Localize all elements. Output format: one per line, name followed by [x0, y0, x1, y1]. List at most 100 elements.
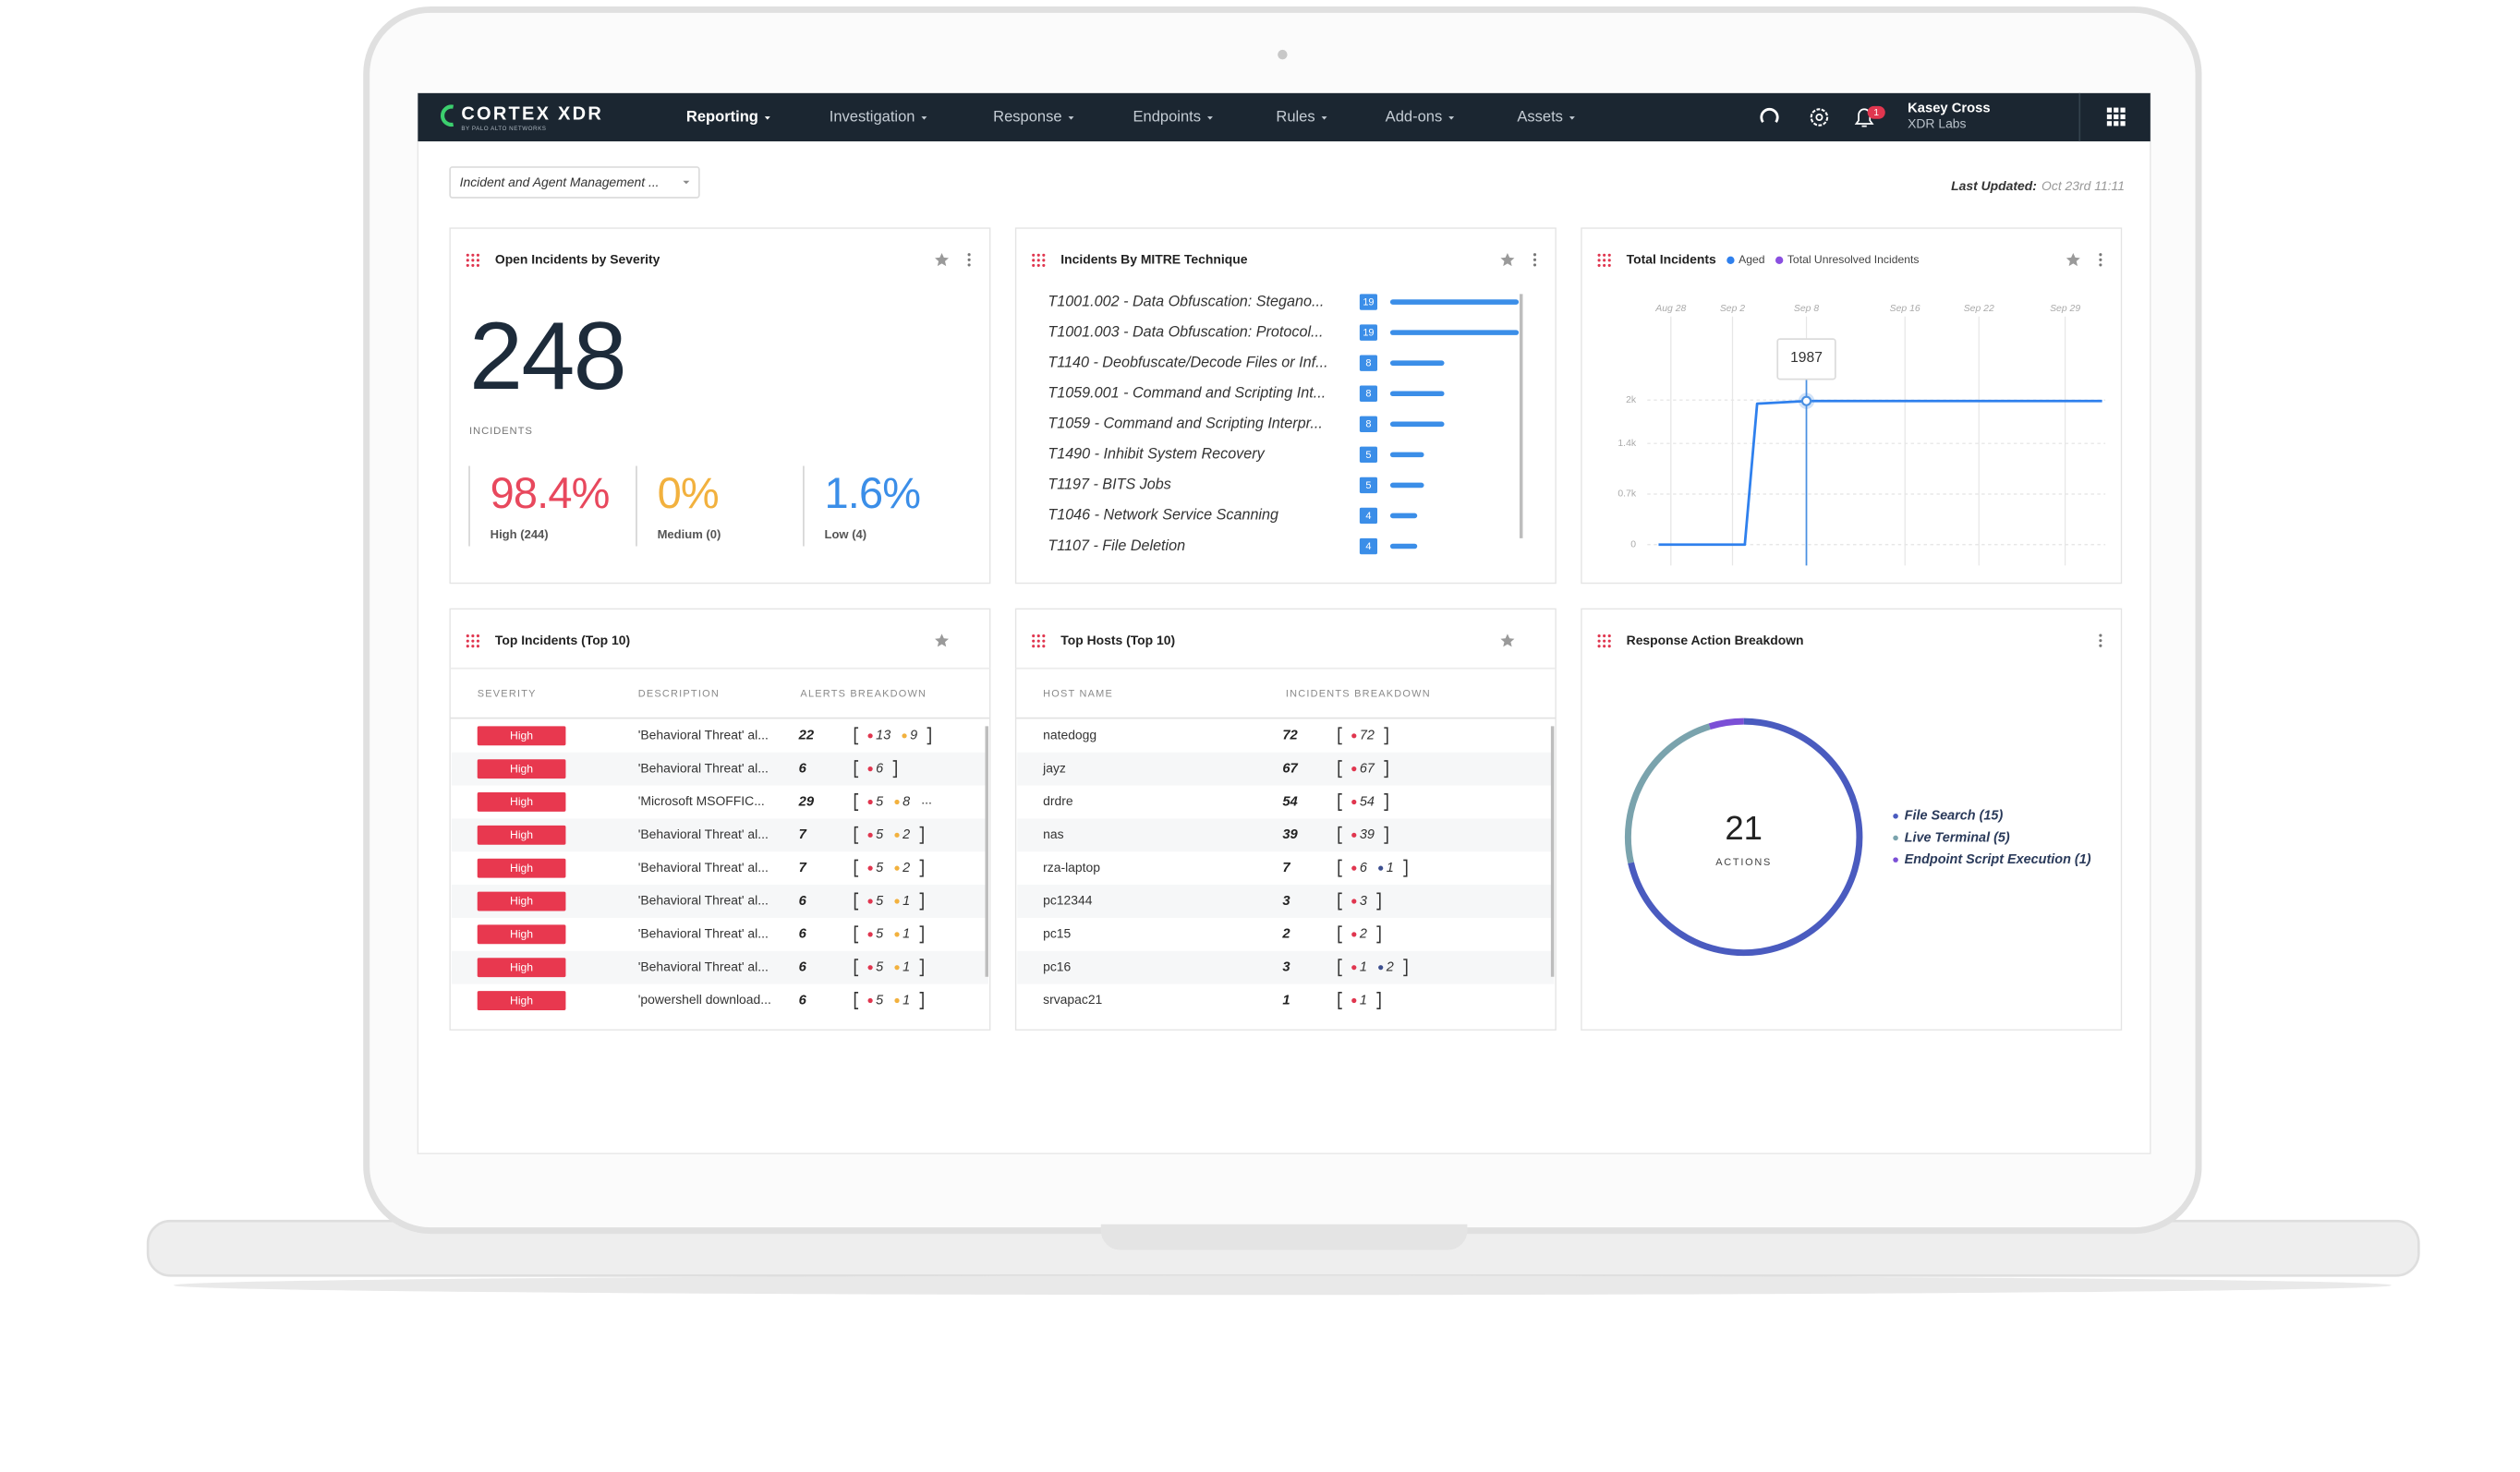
- breakdown-dot: [902, 733, 907, 739]
- menu-button-dot[interactable]: [967, 253, 971, 257]
- breakdown-count: 6: [1360, 861, 1368, 875]
- widget-icon-dot: [1042, 634, 1046, 638]
- technique-label: T1046 - Network Service Scanning: [1048, 507, 1278, 524]
- nav-menu-item[interactable]: Response: [993, 107, 1061, 125]
- nav-menu-item[interactable]: Endpoints: [1133, 107, 1201, 125]
- technique-count: 8: [1365, 358, 1371, 369]
- widget-icon-dot: [1603, 639, 1606, 643]
- bar: [1389, 391, 1445, 397]
- technique-count: 4: [1365, 511, 1371, 522]
- host-name[interactable]: nas: [1043, 826, 1063, 841]
- widget-icon-dot: [1603, 253, 1606, 257]
- menu-button-dot[interactable]: [967, 263, 971, 267]
- nav-menu-item[interactable]: Assets: [1517, 107, 1563, 125]
- host-name[interactable]: srvapac21: [1043, 992, 1102, 1007]
- technique-label: T1107 - File Deletion: [1048, 537, 1185, 554]
- technique-label: T1197 - BITS Jobs: [1048, 477, 1170, 493]
- menu-button-dot[interactable]: [2099, 258, 2102, 261]
- star-button[interactable]: [2066, 253, 2080, 267]
- severity-label: High (244): [491, 527, 549, 541]
- host-name[interactable]: pc16: [1043, 959, 1071, 973]
- laptop-notch: [1100, 1224, 1468, 1250]
- nav-caret: [764, 116, 770, 120]
- widget-card: [449, 227, 991, 585]
- settings-icon[interactable]: [1810, 108, 1829, 127]
- incident-total: 248: [469, 303, 625, 410]
- nav-menu-item[interactable]: Investigation: [830, 107, 915, 125]
- star-button[interactable]: [1500, 633, 1515, 647]
- widget-icon-dot: [1036, 259, 1040, 262]
- bracket: [1384, 793, 1388, 811]
- bracket: [919, 992, 924, 1010]
- host-name[interactable]: pc12344: [1043, 893, 1093, 908]
- bracket: [1338, 760, 1342, 778]
- menu-button-dot[interactable]: [1533, 258, 1537, 261]
- legend-label: Aged: [1739, 253, 1764, 266]
- menu-button-dot[interactable]: [2099, 644, 2102, 647]
- host-name[interactable]: natedogg: [1043, 727, 1096, 742]
- bracket: [1376, 992, 1381, 1010]
- menu-button-dot[interactable]: [967, 258, 971, 261]
- legend-label: Total Unresolved Incidents: [1787, 253, 1920, 266]
- bracket: [1338, 992, 1342, 1010]
- legend-label: File Search (15): [1905, 809, 2004, 824]
- menu-button-dot[interactable]: [2099, 639, 2102, 643]
- bracket: [1338, 793, 1342, 811]
- host-name[interactable]: pc15: [1043, 926, 1071, 941]
- row-band: [1017, 885, 1555, 918]
- widget-icon-dot: [1607, 263, 1611, 267]
- breakdown-dot: [894, 832, 900, 838]
- nav-menu-item[interactable]: Reporting: [686, 107, 758, 125]
- bracket: [927, 727, 931, 745]
- widget-icon-dot: [466, 259, 469, 262]
- count-badge: [1359, 446, 1378, 464]
- host-name[interactable]: drdre: [1043, 793, 1073, 808]
- breakdown-count: 1: [1360, 959, 1367, 974]
- widget-icon-dot: [1032, 263, 1036, 267]
- technique-count: 4: [1365, 541, 1371, 552]
- widget-icon-dot: [466, 263, 469, 267]
- menu-button-dot[interactable]: [2099, 263, 2102, 267]
- help-icon[interactable]: [1760, 107, 1779, 124]
- brand: CORTEX XDR: [461, 104, 603, 125]
- host-name[interactable]: rza-laptop: [1043, 860, 1100, 875]
- severity-badge: [477, 958, 566, 978]
- breakdown-count: 1: [903, 959, 910, 974]
- widget-card: [1581, 227, 2123, 585]
- user-name[interactable]: Kasey Cross: [1908, 101, 1990, 115]
- menu-button-dot[interactable]: [1533, 253, 1537, 257]
- bracket: [1338, 892, 1342, 911]
- count-badge: [1359, 324, 1378, 341]
- star-button[interactable]: [935, 633, 950, 647]
- menu-button-dot[interactable]: [1533, 263, 1537, 267]
- bar: [1389, 421, 1445, 428]
- nav-menu-item[interactable]: Add-ons: [1386, 107, 1443, 125]
- column-header: SEVERITY: [478, 688, 537, 699]
- breakdown-dot: [894, 799, 900, 805]
- dashboard-select[interactable]: [449, 166, 700, 199]
- widget-icon-dot: [1597, 634, 1601, 638]
- bracket: [1384, 826, 1388, 844]
- technique-label: T1001.002 - Data Obfuscation: Stegano...: [1048, 293, 1324, 309]
- bracket: [1376, 925, 1381, 944]
- star-button[interactable]: [1500, 253, 1515, 267]
- description: 'Microsoft MSOFFIC...: [638, 793, 765, 808]
- menu-button-dot[interactable]: [2099, 633, 2102, 637]
- severity-badge: [477, 726, 566, 746]
- donut-total-label: ACTIONS: [1715, 857, 1772, 868]
- select-caret: [683, 180, 690, 185]
- host-name[interactable]: jayz: [1042, 760, 1066, 775]
- widget-title: Top Incidents (Top 10): [495, 633, 630, 647]
- bracket: [1338, 959, 1342, 977]
- bracket: [854, 760, 859, 778]
- bracket: [854, 793, 859, 811]
- bracket: [919, 826, 924, 844]
- alert-count: 6: [799, 894, 807, 909]
- nav-menu-item[interactable]: Rules: [1276, 107, 1315, 125]
- alert-count: 7: [799, 861, 807, 875]
- breakdown-count: 2: [902, 861, 910, 875]
- menu-button-dot[interactable]: [2099, 253, 2102, 257]
- line-series: [1658, 399, 2102, 547]
- star-button[interactable]: [935, 253, 950, 267]
